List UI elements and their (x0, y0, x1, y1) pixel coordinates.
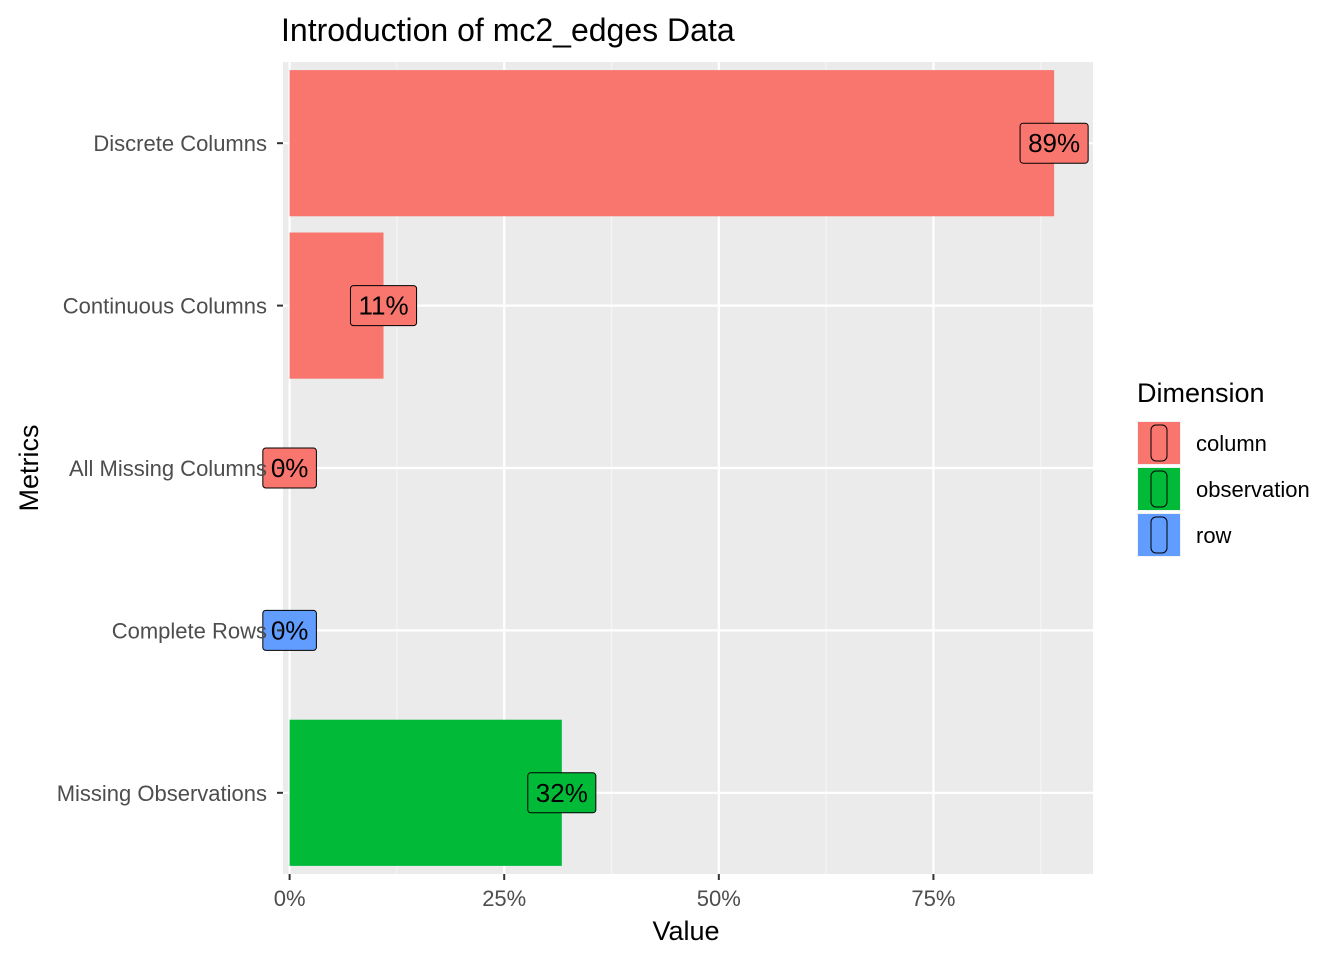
legend-key-glyph (1150, 424, 1168, 462)
bar-missing-observations (289, 719, 562, 866)
x-tick-label: 50% (697, 886, 741, 911)
y-tick-label: Discrete Columns (93, 131, 267, 156)
value-label-text: 89% (1028, 128, 1080, 158)
value-label-text: 11% (358, 291, 408, 321)
value-label-box (527, 772, 597, 814)
value-label: 89% (1019, 122, 1089, 164)
y-axis: Discrete Columns Continuous Columns All Mi… (57, 131, 283, 806)
value-label-box (262, 447, 317, 489)
value-label-box (349, 285, 418, 327)
value-label-box (262, 609, 317, 651)
y-tick-label: Continuous Columns (63, 294, 267, 319)
value-label: 11% (349, 285, 418, 327)
chart-title: Introduction of mc2_edges Data (281, 12, 735, 48)
value-label: 32% (527, 772, 597, 814)
y-tick-label: Missing Observations (57, 781, 267, 806)
legend-label: observation (1196, 477, 1310, 502)
x-tick-label: 25% (482, 886, 526, 911)
x-tick-label: 75% (911, 886, 955, 911)
legend-title: Dimension (1137, 378, 1265, 408)
legend-key-glyph (1150, 516, 1168, 554)
value-label-text: 0% (271, 453, 309, 483)
legend-item-observation: observation (1137, 467, 1310, 511)
y-tick-label: All Missing Columns (69, 456, 267, 481)
bars (289, 70, 1055, 866)
legend-label: row (1196, 523, 1232, 548)
x-tick-label: 0% (274, 886, 306, 911)
x-axis-title: Value (652, 916, 719, 946)
y-axis-title: Metrics (14, 425, 44, 512)
value-label-text: 32% (536, 778, 588, 808)
legend-item-column: column (1137, 421, 1267, 465)
legend-item-row: row (1137, 513, 1232, 557)
value-label-box (1019, 122, 1089, 164)
bar-labels: 89% 11% 0% 0% 32% (262, 122, 1089, 814)
x-axis: 0% 25% 50% 75% (274, 874, 955, 911)
bar-discrete-columns (289, 70, 1055, 217)
value-label: 0% (262, 447, 317, 489)
value-label: 0% (262, 609, 317, 651)
value-label-text: 0% (271, 615, 309, 645)
legend: Dimension column observation row (1137, 378, 1310, 557)
y-tick-label: Complete Rows (112, 618, 267, 643)
legend-label: column (1196, 431, 1267, 456)
legend-key-glyph (1150, 470, 1168, 508)
